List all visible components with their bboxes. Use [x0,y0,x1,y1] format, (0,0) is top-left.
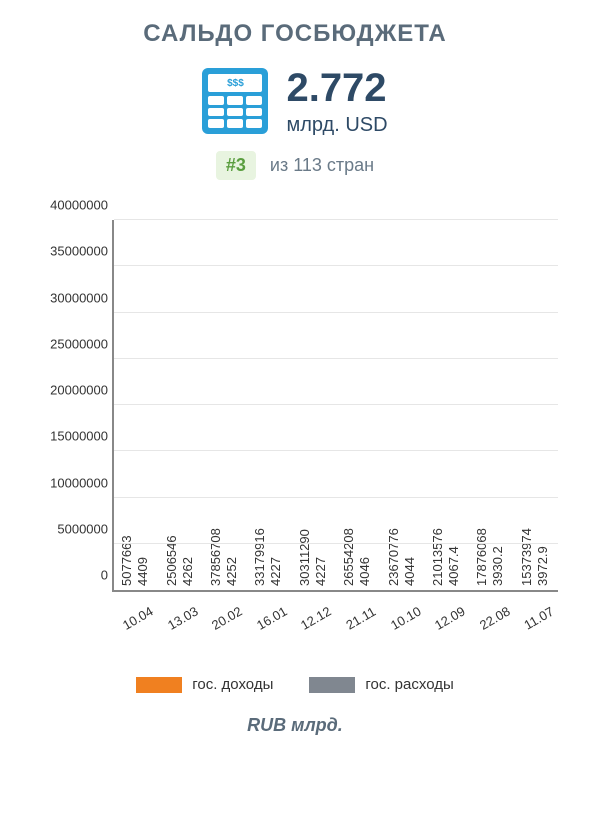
calculator-icon-screen: $$$ [208,74,262,92]
bar-expense-value: 4227 [268,557,283,586]
legend-income: гос. доходы [136,676,273,693]
bar-income-value: 33179916 [252,528,267,586]
rank-badge: #3 [216,151,256,180]
bar-income-value: 17876068 [474,528,489,586]
legend: гос. доходы гос. расходы [10,676,580,693]
plot-area: 5077663440925065464262378567084252331799… [112,220,558,592]
legend-expense-label: гос. расходы [365,676,453,693]
ytick-label: 35000000 [50,244,108,259]
rank-row: #3 из 113 стран [10,151,580,180]
legend-income-label: гос. доходы [192,676,273,693]
hero-unit: млрд. USD [286,114,387,137]
legend-expense-swatch [309,677,355,693]
x-labels: 10.0413.0320.0216.0112.1221.1110.1012.09… [112,600,558,650]
page-title: САЛЬДО ГОСБЮДЖЕТА [10,20,580,48]
ytick-label: 30000000 [50,290,108,305]
footer-unit: RUB млрд. [10,715,580,736]
hero-block: $$$ 2.772 млрд. USD [10,68,580,137]
xtick-label: 11.07 [516,601,580,667]
ytick-label: 0 [101,568,108,583]
bar-income-value: 23670776 [386,528,401,586]
legend-expense: гос. расходы [309,676,453,693]
ytick-label: 20000000 [50,383,108,398]
calculator-icon: $$$ [202,68,268,134]
bar-income-value: 26554208 [341,528,356,586]
bar-expense-value: 3972.9 [535,546,550,586]
bar-income-value: 15373974 [519,528,534,586]
bar-expense-value: 4227 [313,557,328,586]
ytick-label: 40000000 [50,198,108,213]
legend-income-swatch [136,677,182,693]
bar-income-value: 37856708 [208,528,223,586]
ytick-label: 5000000 [57,521,108,536]
bar-income-value: 30311290 [297,529,312,586]
bar-expense-value: 4252 [224,557,239,586]
chart: 5077663440925065464262378567084252331799… [20,210,570,650]
ytick-label: 10000000 [50,475,108,490]
bar-income-value: 21013576 [430,528,445,586]
rank-text: из 113 стран [270,155,374,176]
ytick-label: 25000000 [50,336,108,351]
bar-expense-value: 4262 [180,557,195,586]
bar-expense-value: 4067.4 [446,546,461,586]
hero-value: 2.772 [286,68,387,108]
bar-expense-value: 3930.2 [490,546,505,586]
bars-container: 5077663440925065464262378567084252331799… [114,220,558,590]
bar-expense-value: 4046 [357,557,372,586]
bar-expense-value: 4044 [402,557,417,586]
ytick-label: 15000000 [50,429,108,444]
bar-expense-value: 4409 [135,557,150,586]
